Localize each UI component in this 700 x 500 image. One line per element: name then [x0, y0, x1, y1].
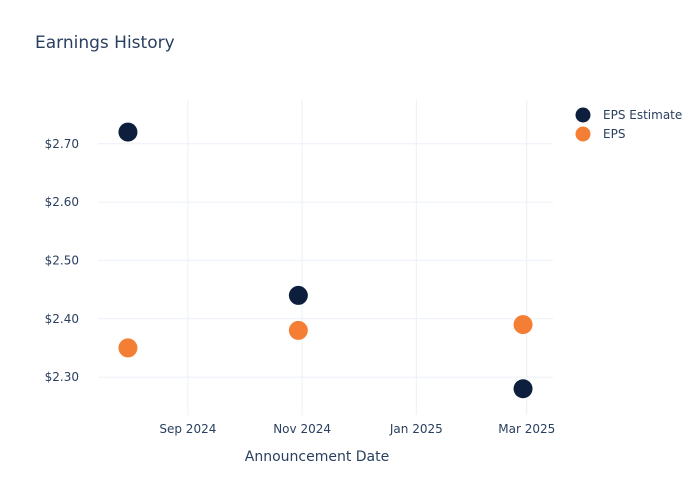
- x-tick-label: Sep 2024: [159, 422, 216, 436]
- chart-title: Earnings History: [35, 33, 175, 53]
- data-point[interactable]: [288, 320, 308, 340]
- data-point[interactable]: [513, 379, 533, 399]
- x-axis-title: Announcement Date: [245, 449, 389, 465]
- x-tick-label: Mar 2025: [498, 422, 555, 436]
- legend-label[interactable]: EPS Estimate: [603, 108, 682, 122]
- x-tick-label: Jan 2025: [389, 422, 443, 436]
- grid: [98, 100, 553, 415]
- y-tick-label: $2.40: [45, 312, 79, 326]
- y-tick-label: $2.60: [45, 195, 79, 209]
- legend-marker[interactable]: [575, 107, 591, 123]
- legend[interactable]: EPS Estimate EPS: [575, 107, 683, 142]
- y-tick-label: $2.70: [45, 137, 79, 151]
- axes: $2.30 $2.40 $2.50 $2.60 $2.70 Sep 2024 Nov 202…: [45, 137, 556, 436]
- x-tick-label: Nov 2024: [273, 422, 331, 436]
- data-point[interactable]: [118, 338, 138, 358]
- data-points: [118, 122, 533, 399]
- legend-label[interactable]: EPS: [603, 127, 625, 141]
- y-tick-label: $2.30: [45, 370, 79, 384]
- data-point[interactable]: [513, 315, 533, 335]
- data-point[interactable]: [118, 122, 138, 142]
- legend-marker[interactable]: [575, 126, 591, 142]
- data-point[interactable]: [288, 285, 308, 305]
- y-tick-label: $2.50: [45, 253, 79, 267]
